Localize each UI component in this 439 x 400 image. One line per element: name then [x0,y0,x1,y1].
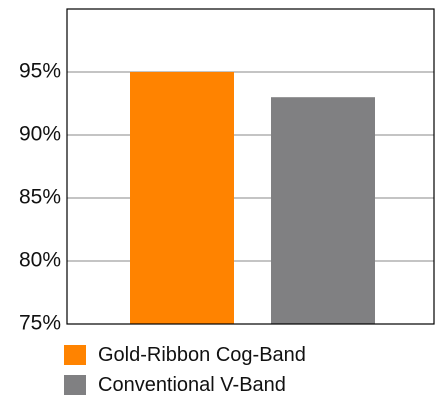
legend-label-gold-ribbon: Gold-Ribbon Cog-Band [98,343,306,366]
y-tick-label-80: 80% [19,249,61,272]
bar-gold-ribbon [130,72,234,324]
y-tick-label-85: 85% [19,186,61,209]
bar-chart: 75% 80% 85% 90% 95% [19,8,435,335]
bar-conventional [271,97,375,324]
gridlines [67,71,434,262]
legend: Gold-Ribbon Cog-Band Conventional V-Band [64,340,306,400]
y-tick-label-75: 75% [19,312,61,335]
y-axis-ticks: 75% 80% 85% 90% 95% [19,60,61,335]
legend-swatch-conventional [64,375,86,395]
legend-item-gold-ribbon: Gold-Ribbon Cog-Band [64,340,306,370]
y-tick-label-95: 95% [19,60,61,83]
legend-item-conventional: Conventional V-Band [64,370,306,400]
legend-label-conventional: Conventional V-Band [98,373,286,396]
plot-frame [66,8,435,325]
y-tick-label-90: 90% [19,123,61,146]
bars [130,72,375,324]
legend-swatch-gold-ribbon [64,345,86,365]
